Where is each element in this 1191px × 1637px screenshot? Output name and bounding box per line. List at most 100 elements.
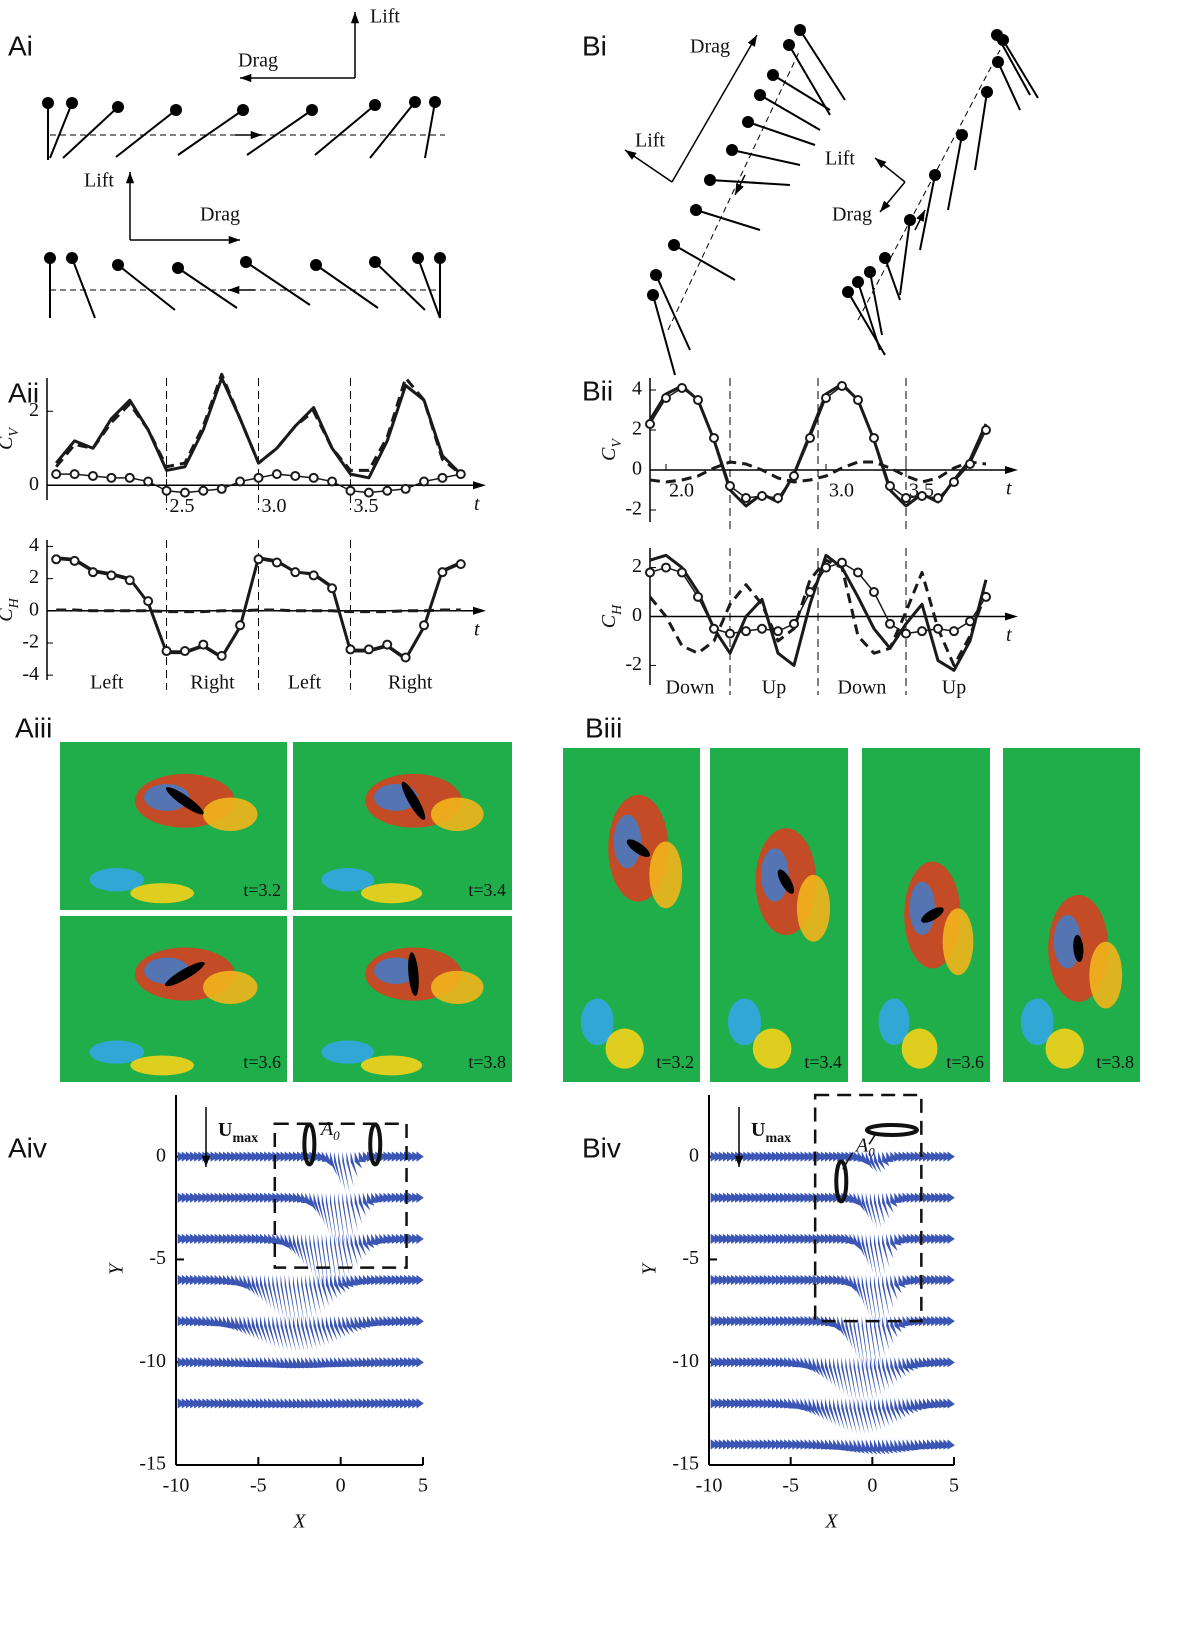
wing-chord [425,102,435,158]
data-point [886,620,894,628]
wake-yellow [130,1055,194,1075]
data-point [694,593,702,601]
data-point [902,494,910,502]
velocity-row [178,1316,424,1352]
wing-edge [42,97,54,109]
x-tick-label: 0 [867,1475,877,1497]
wing-edge [992,56,1004,68]
y-tick-label: -5 [149,1247,166,1269]
wing-chord [50,103,72,158]
data-point [365,489,373,497]
data-point [854,568,862,576]
velocity-row [711,1193,955,1229]
wing-chord [178,110,243,155]
y-axis-label-sub: V [610,438,625,448]
wing-edge [66,97,78,109]
panel-label: Biii [585,712,622,743]
data-point [742,494,750,502]
force-arrow-head [748,35,757,47]
y-axis-label-main: C [598,614,620,628]
wing-chord [748,122,815,145]
panel-label: Bi [582,30,607,61]
velocity-row [178,1398,424,1408]
wake-yellow [753,1029,792,1069]
wing-chord [789,45,830,115]
wing-edge [112,259,124,271]
data-point [402,485,410,493]
data-point [886,482,894,490]
data-point [291,472,299,480]
wing-edge [369,256,381,268]
data-point [218,652,226,660]
figure: AiAiiAiiiAivBiBiiBiiiBivLiftDragLiftDrag… [0,0,1191,1637]
data-point [420,621,428,629]
x-tick-label: 3.0 [262,495,287,517]
data-point [822,564,830,572]
data-point [328,478,336,486]
data-point [71,557,79,565]
velocity-row [178,1357,424,1368]
x-tick-label: 2.5 [170,495,195,517]
time-label: t=3.8 [468,1052,506,1072]
wake-yellow [130,883,194,903]
data-point [402,653,410,661]
velocity-row [178,1152,424,1194]
data-point [438,474,446,482]
data-point [383,641,391,649]
y-tick-label: 2 [29,566,39,588]
y-tick-label: 0 [632,458,642,480]
data-point [89,472,97,480]
wing-chord [375,262,425,310]
data-point [918,492,926,500]
wing-edge [172,262,184,274]
force-label: Drag [690,36,730,58]
data-point [438,568,446,576]
y-tick-label: 4 [29,534,39,556]
path-line [668,50,800,330]
wing-edge [794,24,806,36]
wing-chord [732,150,800,165]
y-tick-label: 2 [632,418,642,440]
data-point [726,630,734,638]
y-axis-label-main: C [598,447,620,461]
wake-yellow [1045,1029,1083,1069]
force-arrow-head [229,236,240,244]
data-point [902,630,910,638]
wing-edge [981,86,993,98]
data-point [774,494,782,502]
y-axis-label: Y [639,1262,661,1275]
x-tick-label: -10 [696,1475,723,1497]
force-arrow-head [351,12,359,23]
axis-arrow [1005,466,1018,474]
time-label: t=3.6 [946,1052,984,1072]
velocity-row [711,1439,955,1454]
force-label: Drag [832,204,872,226]
data-point [790,620,798,628]
x-axis-label: t [474,493,480,515]
u-max-label-main: U [751,1119,765,1141]
velocity-row [711,1357,955,1403]
velocity-row [711,1398,955,1434]
data-point [255,555,263,563]
phase-label: Left [90,672,124,694]
wing-chord [885,258,900,300]
wing-chord [800,30,845,100]
x-tick-label: 5 [418,1475,428,1497]
wing-chord [72,258,95,318]
wake-yellow [605,1029,643,1069]
wake-yellow [361,1055,422,1075]
vorticity-yellow [431,971,484,1004]
data-point [870,434,878,442]
vorticity-blue [909,882,935,935]
wing-chord [674,245,735,280]
data-point [310,571,318,579]
wing-edge [310,259,322,271]
u-max-label-sub: max [232,1131,258,1146]
phase-label: Left [288,672,322,694]
wing-chord [178,268,237,308]
wing-edge [237,104,249,116]
panel-label: Ai [8,30,33,61]
wing-chord [653,295,675,375]
y-tick-label: -5 [682,1247,699,1269]
region-label-sub: 0 [333,1128,340,1143]
